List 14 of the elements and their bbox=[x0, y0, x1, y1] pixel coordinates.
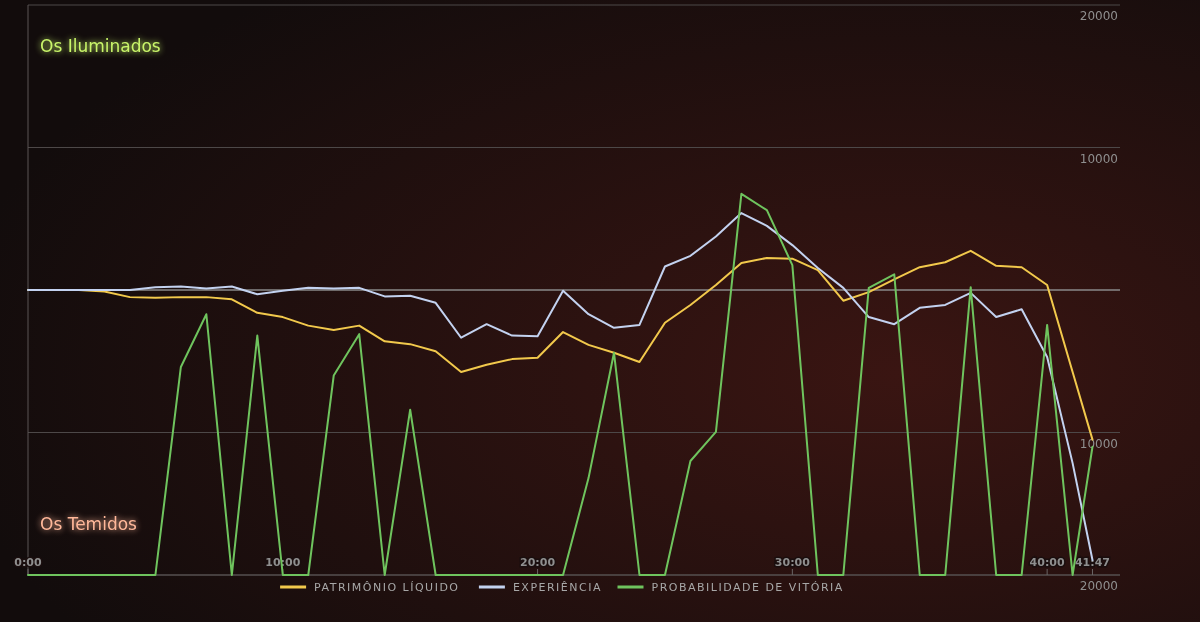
y-tick-label: 10000 bbox=[1079, 151, 1118, 166]
x-tick-label: 40:00 bbox=[1029, 556, 1065, 569]
x-tick-label: 30:00 bbox=[774, 556, 811, 569]
x-tick-label: 41:47 bbox=[1074, 556, 1110, 569]
annotation: Os Iluminados bbox=[40, 36, 161, 56]
y-tick-label: 20000 bbox=[1079, 579, 1118, 593]
x-tick-label: 0:00 bbox=[14, 556, 43, 569]
y-tick-label: 20000 bbox=[1079, 9, 1118, 23]
legend-label: EXPERIÊNCIA bbox=[512, 581, 602, 594]
x-tick-label: 20:00 bbox=[520, 556, 556, 569]
annotation: Os Temidos bbox=[40, 514, 138, 534]
legend-label: PROBABILIDADE DE VITÓRIA bbox=[651, 581, 844, 594]
y-tick-label: 10000 bbox=[1079, 436, 1118, 451]
legend-label: PATRIMÔNIO LÍQUIDO bbox=[314, 581, 460, 594]
